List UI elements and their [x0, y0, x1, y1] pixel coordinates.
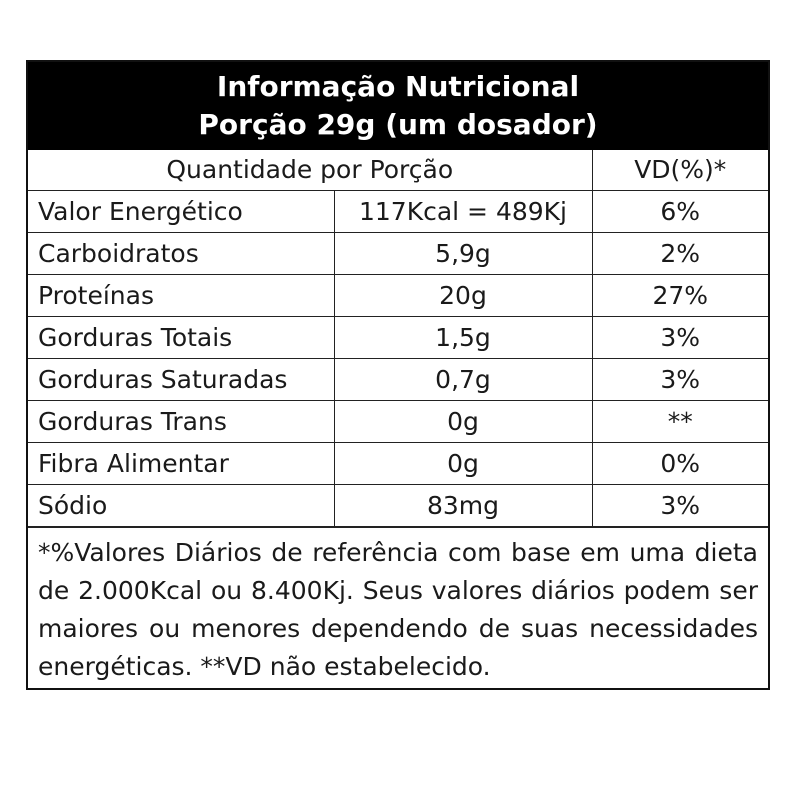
nutrient-name: Gorduras Trans [28, 399, 335, 443]
table-row: Carboidratos 5,9g 2% [28, 231, 768, 275]
quantity-column-header: Quantidade por Porção [28, 150, 593, 191]
nutrient-amount: 0g [333, 399, 593, 443]
table-row: Fibra Alimentar 0g 0% [28, 441, 768, 485]
nutrient-name: Proteínas [28, 273, 335, 317]
nutrient-vd: 0% [591, 441, 768, 485]
nutrient-amount: 5,9g [333, 231, 593, 275]
nutrient-name: Fibra Alimentar [28, 441, 335, 485]
portion-size: Porção 29g (um dosador) [198, 108, 598, 141]
nutrient-vd: ** [591, 399, 768, 443]
nutrient-amount: 0g [333, 441, 593, 485]
nutrient-name: Gorduras Saturadas [28, 357, 335, 401]
nutrient-vd: 3% [591, 315, 768, 359]
nutrient-vd: 3% [591, 483, 768, 527]
table-row: Gorduras Totais 1,5g 3% [28, 315, 768, 359]
nutrient-vd: 3% [591, 357, 768, 401]
nutrient-vd: 27% [591, 273, 768, 317]
nutrient-vd: 6% [591, 189, 768, 233]
table-row: Gorduras Trans 0g ** [28, 399, 768, 443]
nutrient-name: Sódio [28, 483, 335, 527]
nutrient-name: Gorduras Totais [28, 315, 335, 359]
nutrient-amount: 1,5g [333, 315, 593, 359]
nutrition-title: Informação Nutricional [216, 70, 580, 103]
nutrient-amount: 20g [333, 273, 593, 317]
daily-values-footnote: *%Valores Diários de referência com base… [28, 526, 768, 688]
table-row: Gorduras Saturadas 0,7g 3% [28, 357, 768, 401]
column-header-row: Quantidade por Porção VD(%)* [28, 150, 768, 191]
nutrition-table: Quantidade por Porção VD(%)* Valor Energ… [28, 150, 768, 527]
nutrition-header: Informação Nutricional Porção 29g (um do… [28, 62, 768, 150]
nutrition-facts-panel: Informação Nutricional Porção 29g (um do… [26, 60, 770, 690]
nutrient-name: Valor Energético [28, 189, 335, 233]
nutrient-vd: 2% [591, 231, 768, 275]
table-row: Sódio 83mg 3% [28, 483, 768, 527]
nutrient-amount: 0,7g [333, 357, 593, 401]
nutrient-name: Carboidratos [28, 231, 335, 275]
nutrient-amount: 117Kcal = 489Kj [333, 189, 593, 233]
table-row: Proteínas 20g 27% [28, 273, 768, 317]
nutrient-amount: 83mg [333, 483, 593, 527]
vd-column-header: VD(%)* [591, 150, 768, 191]
table-row: Valor Energético 117Kcal = 489Kj 6% [28, 189, 768, 233]
